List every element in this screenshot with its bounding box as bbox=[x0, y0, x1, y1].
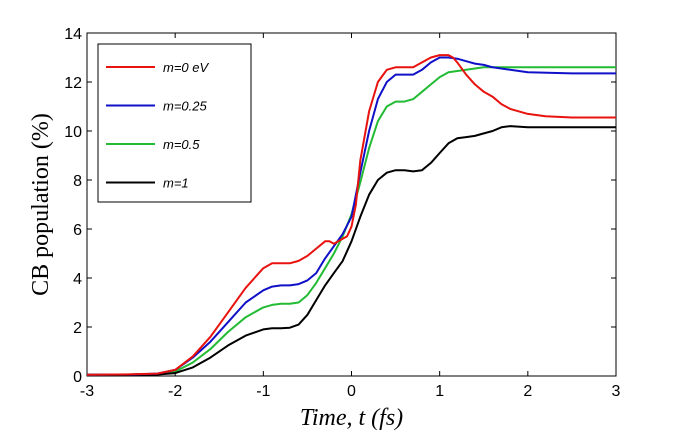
legend-label: m=0.25 bbox=[163, 99, 207, 114]
y-tick-label: 12 bbox=[64, 75, 82, 92]
x-axis-title: Time, t (fs) bbox=[300, 405, 403, 431]
series-line-m-0-25 bbox=[86, 56, 616, 376]
series-layer bbox=[86, 54, 616, 376]
y-tick-label: 8 bbox=[73, 173, 82, 190]
x-tick-label: 2 bbox=[523, 383, 532, 400]
y-tick-label: 6 bbox=[73, 222, 82, 239]
series-line-m-0-5 bbox=[86, 66, 616, 376]
legend-label: m=0.5 bbox=[163, 137, 200, 152]
legend-label: m=0 eV bbox=[163, 60, 209, 75]
series-line-m-0-ev bbox=[86, 54, 616, 376]
x-tick-label: 1 bbox=[435, 383, 444, 400]
y-axis-title: CB population (%) bbox=[28, 113, 54, 296]
x-tick-label: -2 bbox=[168, 383, 182, 400]
series-line-m-1 bbox=[87, 125, 616, 376]
x-tick-label: -1 bbox=[256, 383, 270, 400]
x-tick-label: 0 bbox=[347, 383, 356, 400]
y-tick-label: 14 bbox=[64, 26, 82, 43]
x-tick-label: 3 bbox=[612, 383, 621, 400]
y-tick-label: 0 bbox=[73, 369, 82, 386]
legend: m=0 eV m=0.25 m=0.5 m=1 bbox=[97, 43, 252, 203]
legend-box bbox=[97, 43, 252, 203]
legend-label: m=1 bbox=[163, 176, 189, 191]
y-tick-label: 10 bbox=[64, 124, 82, 141]
y-tick-label: 2 bbox=[73, 320, 82, 337]
x-tick-label: -3 bbox=[80, 383, 94, 400]
y-tick-label: 4 bbox=[73, 271, 82, 288]
